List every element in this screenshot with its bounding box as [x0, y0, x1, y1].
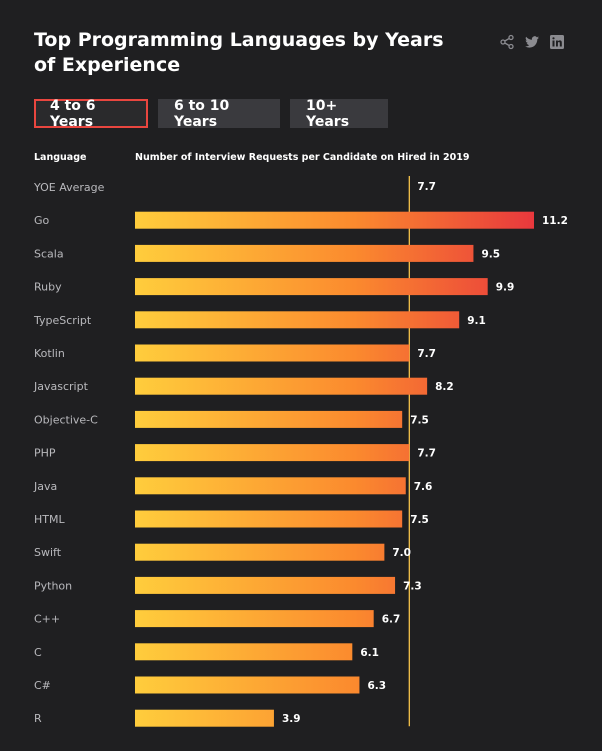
- value-label: 3.9: [282, 713, 301, 725]
- bars-layer: [135, 176, 534, 727]
- category-label: C#: [34, 679, 51, 692]
- chart-title: Top Programming Languages by Years of Ex…: [34, 29, 444, 76]
- labels-layer: YOE Average 7.7 Go 11.2 Scala 9.5 Ruby 9.9 TypeS…: [33, 181, 568, 725]
- bar-kotlin[interactable]: [135, 344, 410, 362]
- value-label: 7.7: [417, 448, 436, 460]
- category-label: Python: [34, 579, 72, 592]
- category-label: PHP: [34, 447, 56, 460]
- value-label: 7.5: [410, 414, 429, 426]
- bar-javascript[interactable]: [135, 377, 428, 395]
- bar-c[interactable]: [135, 643, 353, 661]
- bar-java[interactable]: [135, 477, 406, 495]
- tab-4-to-6-years[interactable]: 4 to 6 Years: [34, 98, 148, 130]
- bar-r[interactable]: [135, 709, 274, 727]
- value-label: 11.2: [542, 215, 568, 227]
- category-label: HTML: [34, 513, 65, 526]
- value-label: 6.1: [360, 647, 379, 659]
- twitter-icon[interactable]: [524, 34, 540, 50]
- value-label: 6.7: [382, 614, 401, 626]
- bar-c-[interactable]: [135, 676, 360, 694]
- category-label: Objective-C: [34, 413, 98, 426]
- bar-c-[interactable]: [135, 610, 374, 628]
- bar-php[interactable]: [135, 444, 410, 462]
- tab-10-plus-years[interactable]: 10+ Years: [290, 98, 388, 130]
- category-label: Javascript: [33, 380, 89, 393]
- bar-ruby[interactable]: [135, 278, 488, 296]
- category-label: Swift: [34, 546, 62, 559]
- value-label: 7.0: [392, 547, 411, 559]
- value-label: 8.2: [435, 381, 454, 393]
- bar-typescript[interactable]: [135, 311, 460, 329]
- value-label: 7.7: [417, 348, 436, 360]
- share-toolbar: [499, 34, 565, 50]
- value-label: 9.9: [496, 282, 515, 294]
- bar-scala[interactable]: [135, 244, 474, 262]
- category-label: C: [34, 646, 42, 659]
- average-reference-value: 7.7: [417, 181, 436, 193]
- bar-go[interactable]: [135, 211, 534, 229]
- category-label: Ruby: [34, 281, 62, 294]
- tab-6-to-10-years[interactable]: 6 to 10 Years: [158, 98, 280, 130]
- category-label: Kotlin: [34, 347, 65, 360]
- category-label: Go: [34, 214, 50, 227]
- share-icon[interactable]: [499, 34, 515, 50]
- value-label: 9.1: [467, 315, 486, 327]
- value-label: 7.3: [403, 580, 422, 592]
- category-label: TypeScript: [33, 314, 92, 327]
- bar-objective-c[interactable]: [135, 410, 403, 428]
- category-label: Java: [33, 480, 57, 493]
- category-label: Scala: [34, 247, 64, 260]
- reference-row-label: YOE Average: [33, 181, 105, 194]
- experience-tabs: 4 to 6 Years 6 to 10 Years 10+ Years: [34, 98, 388, 130]
- value-label: 7.6: [414, 481, 433, 493]
- metric-column-header: Number of Interview Requests per Candida…: [135, 152, 470, 163]
- linkedin-icon[interactable]: [549, 34, 565, 50]
- value-label: 6.3: [367, 680, 386, 692]
- value-label: 9.5: [481, 248, 500, 260]
- value-label: 7.5: [410, 514, 429, 526]
- category-label: R: [34, 712, 42, 725]
- language-column-header: Language: [34, 152, 87, 163]
- category-label: C++: [34, 613, 60, 626]
- bar-python[interactable]: [135, 576, 396, 594]
- bar-swift[interactable]: [135, 543, 385, 561]
- bar-html[interactable]: [135, 510, 403, 528]
